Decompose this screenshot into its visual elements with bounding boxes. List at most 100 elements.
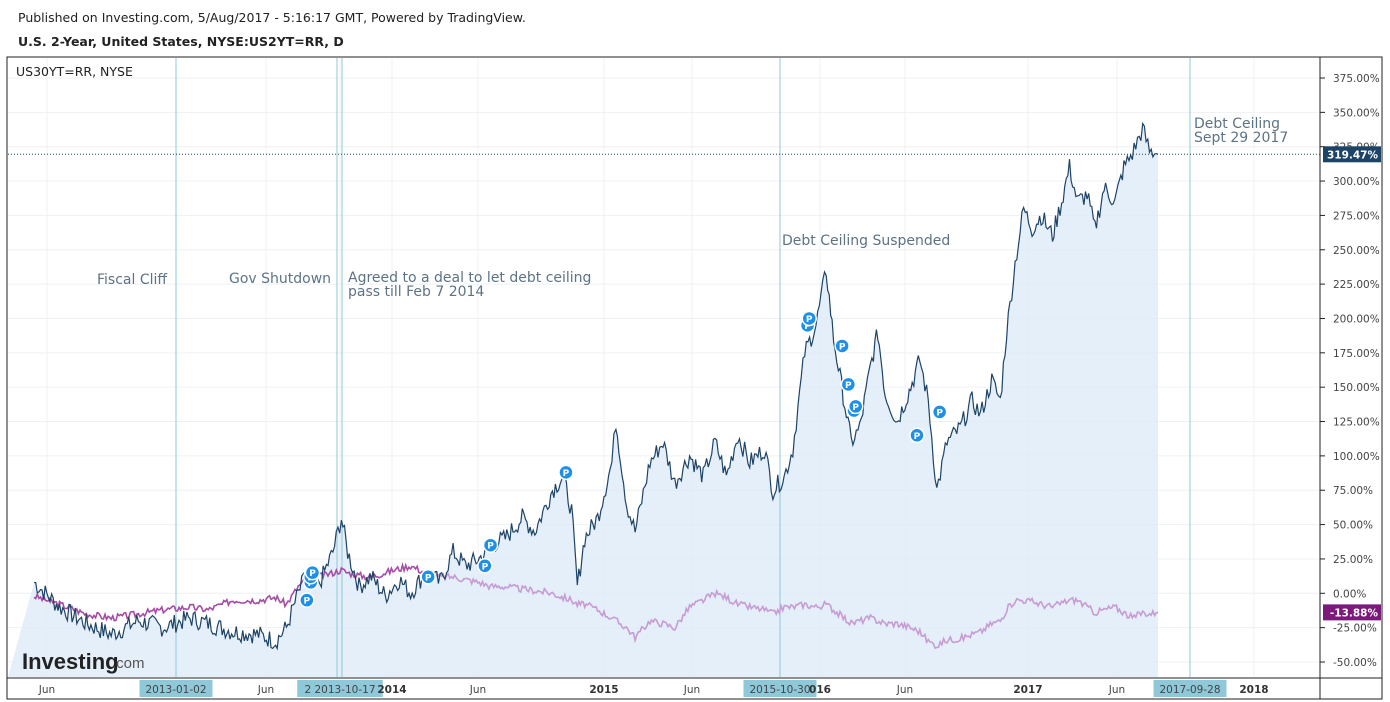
y-tick-label: 150.00% — [1333, 382, 1380, 394]
pin-label: P — [482, 562, 489, 572]
pin-label: P — [845, 381, 852, 391]
pin-marker[interactable]: P — [931, 404, 948, 420]
y-tick-label: 75.00% — [1333, 485, 1373, 497]
main-line — [34, 121, 1159, 651]
chart-symbol-title: U.S. 2-Year, United States, NYSE:US2YT=R… — [18, 34, 344, 49]
pin-marker[interactable]: P — [299, 592, 315, 608]
pin-label: P — [914, 432, 921, 442]
y-tick-label: 175.00% — [1333, 348, 1380, 360]
x-tick-label: Jun — [38, 684, 55, 696]
compare-line-highlight — [33, 561, 426, 622]
x-tick-label: 2014 — [377, 684, 406, 696]
pin-label: P — [936, 408, 943, 418]
x-tick-label: 2017 — [1013, 684, 1042, 696]
last-value-tags: 319.47% -13.88% — [1323, 146, 1381, 621]
pin-label: P — [804, 322, 811, 332]
annotation-text: Fiscal Cliff — [97, 272, 167, 288]
pin-label: P — [425, 573, 432, 583]
pin-label: P — [304, 597, 311, 607]
investing-logo: Investing .com — [22, 649, 145, 674]
pin-marker[interactable]: P — [909, 427, 925, 444]
pin-label: P — [563, 469, 570, 479]
pin-markers: PPPPPPPPPPPPPPPP — [299, 310, 948, 608]
pin-badge — [931, 404, 948, 420]
y-tick-label: 225.00% — [1333, 279, 1380, 291]
y-tick-label: 200.00% — [1333, 313, 1380, 325]
x-tick-label: 016 — [809, 684, 831, 696]
pin-label: P — [852, 403, 859, 413]
x-tick-label: 2013-01-02 — [145, 684, 206, 696]
x-tick-highlight — [139, 680, 213, 697]
pin-marker[interactable]: P — [477, 558, 493, 574]
y-tick-label: -25.00% — [1333, 623, 1377, 635]
plot-frame — [6, 56, 1383, 700]
y-tick-label: -50.00% — [1333, 657, 1377, 669]
pin-marker[interactable]: P — [840, 376, 857, 393]
x-tick-label: Jun — [1108, 684, 1125, 696]
logo-suffix: .com — [112, 655, 145, 672]
pin-label: P — [839, 342, 846, 352]
pin-badge — [558, 464, 574, 481]
x-tick-label: 2017-09-28 — [1159, 684, 1220, 696]
logo-brand: Investing — [22, 649, 119, 674]
x-tick-label: 2 2013-10-17 — [304, 684, 375, 696]
pin-badge — [420, 569, 436, 585]
value-tag-bg — [1323, 146, 1381, 163]
annotation-text: pass till Feb 7 2014 — [348, 284, 484, 300]
x-tick-highlight — [743, 680, 817, 697]
value-tag-text: -13.88% — [1330, 607, 1379, 619]
pin-marker[interactable]: P — [834, 338, 850, 354]
x-tick-highlight — [297, 680, 383, 697]
y-tick-label: 300.00% — [1333, 176, 1380, 188]
main-area — [8, 123, 1158, 677]
pin-badge — [299, 592, 315, 608]
x-tick-label: 2015-10-30 — [749, 684, 810, 696]
x-tick-label: 2015 — [589, 684, 618, 696]
pin-badge — [477, 558, 493, 574]
pin-badge — [834, 338, 850, 354]
y-tick-label: 350.00% — [1333, 107, 1380, 119]
annotation-text: Agreed to a deal to let debt ceiling — [348, 270, 591, 286]
main-area-fill — [8, 123, 1158, 677]
y-tick-label: 50.00% — [1333, 520, 1373, 532]
pin-marker[interactable]: P — [847, 398, 864, 415]
annotation-text: Debt Ceiling — [1194, 116, 1280, 132]
pin-label: P — [309, 569, 316, 579]
legend-compare-symbol[interactable]: US30YT=RR, NYSE — [16, 64, 133, 79]
pin-marker[interactable]: P — [801, 310, 817, 327]
x-tick-label: 2018 — [1239, 684, 1268, 696]
x-tick-label: Jun — [683, 684, 700, 696]
y-tick-label: 275.00% — [1333, 210, 1380, 222]
last-value-tag-compare: -13.88% — [1323, 604, 1381, 621]
time-axis[interactable]: Jun 2013-01-02 Jun 2 2013-10-17 2014 Jun 2015 J… — [38, 680, 1269, 697]
pin-marker[interactable]: P — [420, 569, 436, 585]
x-tick-label: Jun — [257, 684, 274, 696]
event-annotations: Fiscal Cliff Gov Shutdown Agreed to a deal… — [97, 116, 1288, 300]
pin-badge — [801, 310, 817, 327]
pin-label: P — [806, 315, 813, 325]
pin-badge — [847, 398, 864, 415]
price-axis[interactable]: 375.00%350.00%325.00%300.00%275.00%250.0… — [1320, 73, 1380, 669]
pin-badge — [909, 427, 925, 444]
main-series — [8, 121, 1320, 651]
pin-marker[interactable]: P — [304, 564, 321, 581]
y-tick-label: 0.00% — [1333, 588, 1366, 600]
annotation-text: Sept 29 2017 — [1194, 130, 1288, 146]
last-value-tag-main: 319.47% — [1323, 146, 1381, 163]
y-tick-label: 125.00% — [1333, 417, 1380, 429]
pin-marker[interactable]: P — [482, 537, 499, 553]
y-tick-label: 375.00% — [1333, 73, 1380, 85]
y-tick-label: 100.00% — [1333, 451, 1380, 463]
pin-badge — [840, 376, 857, 393]
value-tag-text: 319.47% — [1327, 149, 1379, 161]
x-tick-label: Jun — [896, 684, 913, 696]
x-tick-label: Jun — [469, 684, 486, 696]
annotation-text: Gov Shutdown — [229, 271, 331, 287]
value-tag-bg — [1323, 604, 1381, 621]
annotation-text: Debt Ceiling Suspended — [782, 233, 950, 249]
compare-line — [424, 570, 1159, 650]
pin-badge — [482, 537, 499, 553]
y-tick-label: 250.00% — [1333, 245, 1380, 257]
pin-marker[interactable]: P — [558, 464, 574, 481]
